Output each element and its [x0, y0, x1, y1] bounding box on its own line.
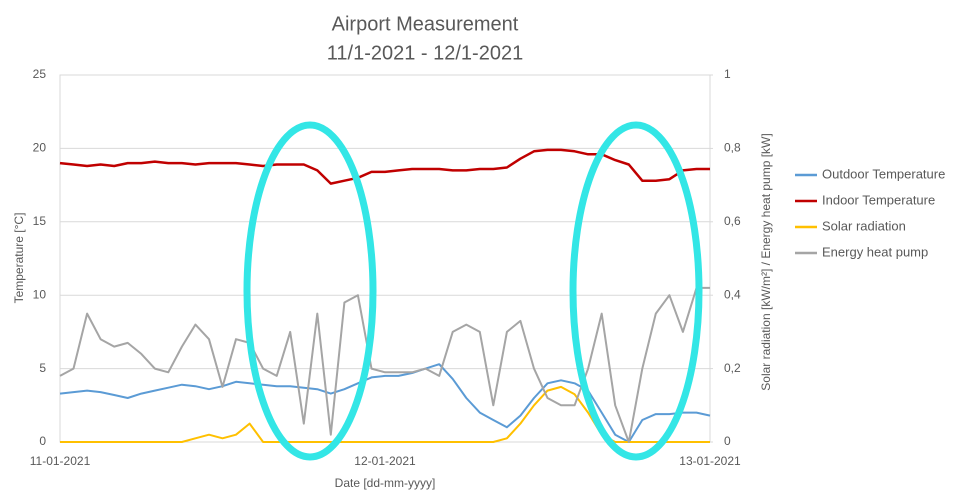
highlight-ellipse [569, 121, 703, 461]
highlight-ellipse [243, 121, 377, 461]
x-axis-label: Date [dd-mm-yyyy] [335, 476, 436, 490]
legend-label: Solar radiation [822, 218, 906, 233]
chart-subtitle: 11/1-2021 - 12/1-2021 [327, 42, 523, 64]
legend-label: Outdoor Temperature [822, 166, 945, 181]
chart-title: Airport Measurement [332, 13, 519, 35]
y-tick-label: 0 [39, 434, 46, 448]
legend-label: Energy heat pump [822, 244, 928, 259]
y2-tick-label: 0,4 [724, 287, 741, 301]
y-tick-label: 25 [33, 67, 47, 81]
y-axis-label: Temperature [°C] [12, 213, 26, 304]
y2-tick-label: 0 [724, 434, 731, 448]
y-tick-label: 5 [39, 361, 46, 375]
y2-axis-label: Solar radiation [kW/m²] / Energy heat pu… [759, 133, 773, 390]
series-line [59, 286, 710, 443]
legend-label: Indoor Temperature [822, 192, 935, 207]
y2-tick-label: 0,8 [724, 141, 741, 155]
y-tick-label: 10 [33, 287, 47, 301]
series-line [59, 363, 711, 443]
y-tick-label: 20 [33, 141, 47, 155]
y2-tick-label: 0,6 [724, 214, 741, 228]
x-tick-label: 12-01-2021 [354, 454, 416, 468]
y2-tick-label: 1 [724, 67, 731, 81]
x-tick-label: 13-01-2021 [679, 454, 741, 468]
y-tick-label: 15 [33, 214, 47, 228]
y2-tick-label: 0,2 [724, 361, 741, 375]
x-tick-label: 11-01-2021 [30, 454, 91, 468]
